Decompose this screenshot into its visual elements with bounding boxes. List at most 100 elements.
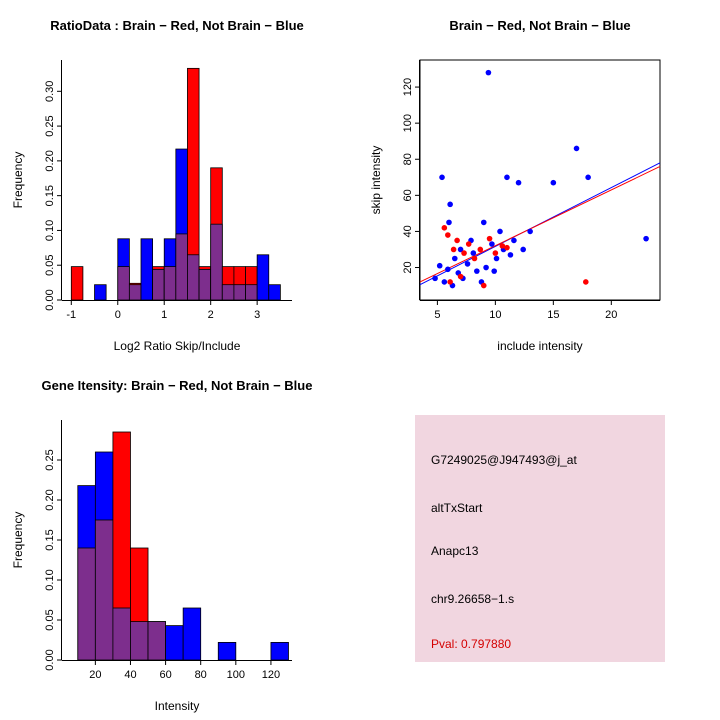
data-point xyxy=(492,250,499,256)
y-tick-label: 80 xyxy=(402,153,414,165)
x-tick-label: 15 xyxy=(547,309,559,321)
gene-intensity-histogram-bars xyxy=(77,431,289,661)
y-tick-label: 60 xyxy=(402,189,414,201)
histogram-overlap-bar xyxy=(94,519,114,661)
x-tick-label: 5 xyxy=(434,309,440,321)
x-tick-label: 100 xyxy=(227,669,245,681)
ratio-histogram-chart: RatioData : Brain − Red, Not Brain − Blu… xyxy=(11,18,304,353)
histogram-bar xyxy=(70,266,84,301)
data-point xyxy=(450,246,457,253)
y-tick-label: 0.25 xyxy=(44,115,56,136)
x-tick-label: 20 xyxy=(89,669,101,681)
data-point xyxy=(445,232,451,238)
data-point xyxy=(527,228,533,235)
y-tick-label: 0.15 xyxy=(44,529,56,550)
x-tick-label: 60 xyxy=(159,669,171,681)
ratio-histogram-axes: RatioData : Brain − Red, Not Brain − Blu… xyxy=(11,18,304,353)
data-point xyxy=(470,250,477,256)
plot-box xyxy=(419,59,661,301)
data-point xyxy=(515,179,522,186)
gene-intensity-histogram-chart: Gene Itensity: Brain − Red, Not Brain − … xyxy=(11,378,312,713)
histogram-overlap-bar xyxy=(77,547,96,661)
x-axis-label: Intensity xyxy=(155,699,200,713)
data-point xyxy=(483,264,489,271)
x-axis-label: Log2 Ratio Skip/Include xyxy=(114,339,241,353)
x-axis-label: include intensity xyxy=(497,339,582,353)
y-tick-label: 20 xyxy=(402,261,414,273)
data-point xyxy=(573,145,580,152)
x-tick-label: 1 xyxy=(161,309,167,321)
y-tick-label: 0.10 xyxy=(44,569,56,590)
histogram-bar xyxy=(94,284,107,301)
histogram-overlap-bar xyxy=(152,268,165,301)
x-tick-label: -1 xyxy=(66,309,76,321)
data-point xyxy=(457,273,464,280)
gene-info-box: G7249025@J947493@j_at altTxStart Anapc13… xyxy=(415,415,665,662)
chart-title: Gene Itensity: Brain − Red, Not Brain − … xyxy=(42,378,313,393)
data-point xyxy=(439,174,445,181)
histogram-bar xyxy=(270,641,289,661)
data-point xyxy=(465,241,472,247)
data-point xyxy=(582,279,589,285)
skip-include-scatter-points-brain xyxy=(441,225,589,289)
histogram-overlap-bar xyxy=(117,266,130,301)
gene-intensity-histogram-axes: Gene Itensity: Brain − Red, Not Brain − … xyxy=(11,378,312,713)
y-tick-label: 100 xyxy=(402,114,414,132)
data-point xyxy=(445,266,451,273)
data-point xyxy=(486,235,493,242)
histogram-overlap-bar xyxy=(130,621,149,661)
x-tick-label: 120 xyxy=(262,669,280,681)
histogram-bar xyxy=(165,625,184,661)
x-tick-label: 10 xyxy=(489,309,501,321)
y-axis-label: skip intensity xyxy=(369,146,383,215)
x-tick-label: 2 xyxy=(208,309,214,321)
data-point xyxy=(497,228,503,235)
data-point xyxy=(441,225,448,231)
histogram-overlap-bar xyxy=(198,268,212,301)
histogram-overlap-bar xyxy=(147,621,166,661)
data-point xyxy=(432,275,438,282)
splice-event-type: altTxStart xyxy=(431,501,483,515)
data-point xyxy=(436,262,443,269)
y-tick-label: 40 xyxy=(402,225,414,237)
histogram-overlap-bar xyxy=(175,233,188,301)
data-point xyxy=(446,219,452,226)
data-point xyxy=(451,255,458,262)
y-tick-label: 0.30 xyxy=(44,81,56,102)
histogram-overlap-bar xyxy=(233,284,246,301)
histogram-overlap-bar xyxy=(221,284,235,301)
y-tick-label: 0.10 xyxy=(44,220,56,241)
data-point xyxy=(447,279,453,285)
data-point xyxy=(511,237,517,244)
x-tick-label: 80 xyxy=(195,669,207,681)
y-tick-label: 0.25 xyxy=(44,449,56,470)
data-point xyxy=(471,255,478,262)
y-tick-label: 120 xyxy=(402,78,414,96)
data-point xyxy=(550,179,557,186)
data-point xyxy=(480,282,487,289)
histogram-overlap-bar xyxy=(112,607,131,661)
chart-title: RatioData : Brain − Red, Not Brain − Blu… xyxy=(50,18,304,33)
histogram-overlap-bar xyxy=(187,254,200,301)
genome-location: chr9.26658−1.s xyxy=(431,592,515,606)
data-point xyxy=(643,235,649,242)
y-tick-label: 0.20 xyxy=(44,489,56,510)
y-tick-label: 0.00 xyxy=(44,289,56,310)
data-point xyxy=(447,201,453,208)
data-point xyxy=(504,244,510,251)
histogram-bar xyxy=(182,607,202,661)
data-point xyxy=(504,174,510,181)
x-tick-label: 40 xyxy=(124,669,136,681)
data-point xyxy=(493,255,500,262)
y-tick-label: 0.05 xyxy=(44,255,56,276)
data-point xyxy=(474,268,480,274)
y-tick-label: 0.00 xyxy=(44,649,56,670)
data-point xyxy=(461,250,467,256)
y-tick-label: 0.15 xyxy=(44,185,56,206)
data-point xyxy=(485,69,492,76)
brain-fit-line xyxy=(419,166,661,283)
gene-symbol: Anapc13 xyxy=(431,544,479,558)
data-point xyxy=(491,268,498,274)
data-point xyxy=(477,246,484,253)
